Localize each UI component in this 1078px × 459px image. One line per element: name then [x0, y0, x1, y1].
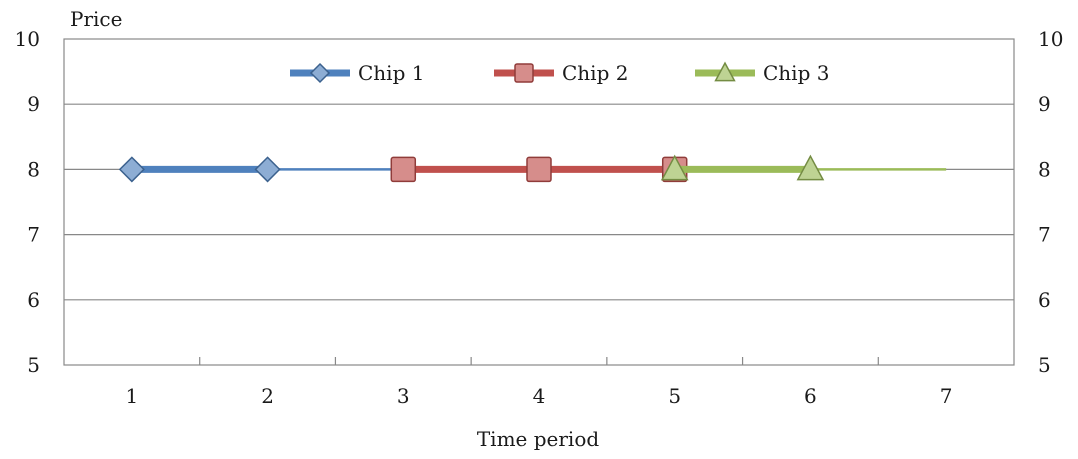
y-tick-label-right: 10	[1038, 27, 1063, 51]
legend-label: Chip 2	[562, 61, 628, 85]
legend: Chip 1 Chip 2 Chip 3	[290, 61, 829, 85]
y-tick-label-right: 8	[1038, 157, 1051, 181]
legend-label: Chip 1	[358, 61, 424, 85]
series-layer	[118, 154, 947, 183]
y-tick-label-right: 9	[1038, 92, 1051, 116]
legend-item: Chip 1	[290, 61, 424, 85]
data-point-marker	[254, 156, 281, 183]
legend-swatch-marker	[514, 63, 534, 83]
series-1	[118, 156, 404, 183]
x-tick-label: 5	[668, 384, 681, 408]
gridlines	[64, 103, 1014, 301]
y-tick-label-right: 6	[1038, 288, 1051, 312]
legend-swatch-marker	[309, 62, 331, 84]
y-tick-label-right: 7	[1038, 223, 1051, 247]
y-tick-label-left: 5	[27, 353, 40, 377]
x-tick-label: 7	[940, 384, 953, 408]
y-axis-label: Price	[70, 7, 122, 31]
legend-item: Chip 2	[494, 61, 628, 85]
legend-label: Chip 3	[763, 61, 829, 85]
data-point-marker	[390, 156, 417, 183]
x-tick-label: 2	[261, 384, 274, 408]
y-tick-label-left: 6	[27, 288, 40, 312]
data-point-marker	[526, 156, 552, 183]
x-tick-label: 4	[533, 384, 546, 408]
y-tick-label-left: 10	[15, 27, 40, 51]
legend-item: Chip 3	[695, 61, 829, 85]
y-tick-label-left: 8	[27, 157, 40, 181]
x-axis-ticks: 1 2 3 4 5 6 7	[125, 384, 952, 408]
y-tick-label-left: 7	[27, 223, 40, 247]
y-tick-label-right: 5	[1038, 353, 1051, 377]
y-axis-left-ticks: 5 6 7 8 9 10	[15, 27, 40, 377]
x-axis-label: Time period	[477, 427, 600, 451]
x-tick-label: 1	[125, 384, 138, 408]
x-tick-label: 3	[397, 384, 410, 408]
data-point-marker	[118, 156, 145, 183]
data-point-marker	[660, 154, 689, 181]
series-2	[390, 156, 688, 183]
x-tick-marks	[199, 357, 879, 365]
y-tick-label-left: 9	[27, 92, 40, 116]
y-axis-right-ticks: 5 6 7 8 9 10	[1038, 27, 1063, 377]
plot-area	[63, 38, 1015, 366]
x-tick-label: 6	[804, 384, 817, 408]
legend-swatch-marker	[714, 61, 736, 82]
series-3	[660, 154, 947, 181]
data-point-marker	[796, 154, 825, 181]
